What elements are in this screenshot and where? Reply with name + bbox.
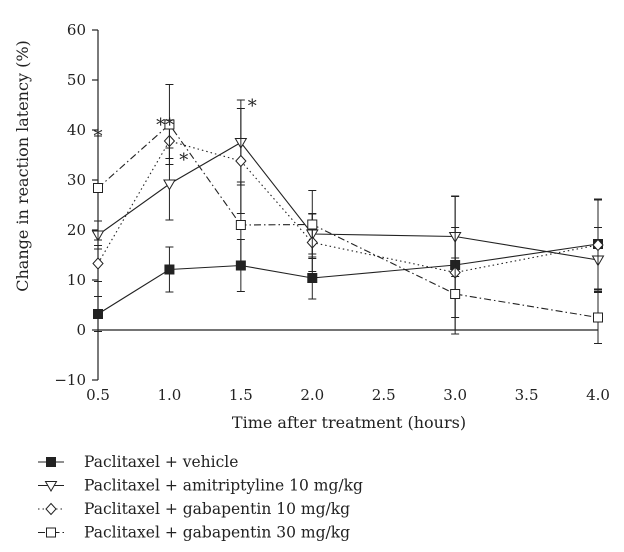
y-tick-label: 20 xyxy=(67,221,86,239)
x-tick-label: 2.5 xyxy=(372,386,396,404)
series-line xyxy=(97,243,599,315)
legend: Paclitaxel + vehicle Paclitaxel + amitrip… xyxy=(38,453,363,542)
x-ticks: 0.5 1.0 1.5 2.0 2.5 3.0 3.5 4.0 xyxy=(86,386,610,404)
y-tick-label: 30 xyxy=(67,171,86,189)
data-point xyxy=(92,257,104,270)
legend-label: Paclitaxel + gabapentin 30 mg/kg xyxy=(84,524,350,542)
data-point xyxy=(93,183,103,193)
legend-marker xyxy=(44,481,58,492)
data-point xyxy=(592,238,604,252)
data-point xyxy=(235,154,247,168)
x-tick-label: 4.0 xyxy=(586,386,610,404)
legend-item: Paclitaxel + vehicle xyxy=(38,453,238,471)
legend-label: Paclitaxel + amitriptyline 10 mg/kg xyxy=(84,477,363,495)
legend-item: Paclitaxel + amitriptyline 10 mg/kg xyxy=(38,477,363,495)
legend-item: Paclitaxel + gabapentin 30 mg/kg xyxy=(38,524,350,542)
annotations: ***** xyxy=(94,96,257,171)
x-tick-label: 3.0 xyxy=(443,386,467,404)
legend-label: Paclitaxel + gabapentin 10 mg/kg xyxy=(84,500,350,518)
y-tick-label: −10 xyxy=(54,371,86,389)
data-point xyxy=(450,289,461,299)
data-point xyxy=(235,220,246,230)
data-point xyxy=(163,179,176,191)
data-point xyxy=(307,273,318,283)
x-tick-label: 3.5 xyxy=(515,386,539,404)
y-tick-label: 0 xyxy=(76,321,86,339)
y-ticks: −10 0 10 20 30 40 50 60 xyxy=(54,21,98,389)
legend-marker xyxy=(45,502,57,516)
data-point xyxy=(164,264,175,275)
legend-marker xyxy=(46,457,56,467)
legend-marker xyxy=(46,527,56,538)
x-tick-label: 1.0 xyxy=(157,386,181,404)
data-point xyxy=(93,309,103,319)
y-tick-label: 40 xyxy=(67,121,86,139)
significance-marker: * xyxy=(248,96,257,117)
data-point xyxy=(307,219,318,230)
significance-marker: * xyxy=(179,150,188,171)
legend-item: Paclitaxel + gabapentin 10 mg/kg xyxy=(38,500,350,518)
x-tick-label: 1.5 xyxy=(229,386,253,404)
y-axis-label: Change in reaction latency (%) xyxy=(13,40,32,292)
series-line xyxy=(97,123,599,319)
y-tick-label: 10 xyxy=(67,271,86,289)
significance-marker: * xyxy=(94,126,103,147)
data-point xyxy=(164,119,175,130)
y-tick-label: 60 xyxy=(67,21,86,39)
x-tick-label: 0.5 xyxy=(86,386,110,404)
series-layer xyxy=(91,84,605,344)
data-point xyxy=(593,312,603,323)
significance-marker: ** xyxy=(156,115,174,136)
series-line xyxy=(97,140,599,274)
x-axis-label: Time after treatment (hours) xyxy=(232,413,466,432)
y-tick-label: 50 xyxy=(67,71,86,89)
series-line xyxy=(97,141,599,261)
axes xyxy=(97,30,598,380)
series-4 xyxy=(93,84,603,344)
x-tick-label: 2.0 xyxy=(300,386,324,404)
legend-label: Paclitaxel + vehicle xyxy=(84,453,238,471)
